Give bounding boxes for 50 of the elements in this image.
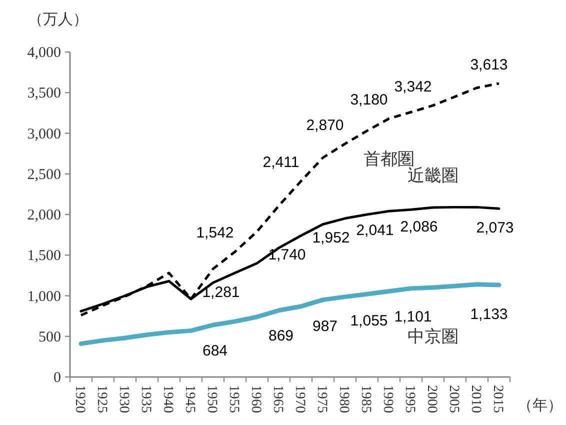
x-tick-label: 1980 (336, 385, 351, 413)
x-tick-label: 2010 (468, 385, 483, 413)
series-label: 近畿圏 (408, 166, 458, 185)
data-label: 1,133 (470, 306, 508, 323)
text: 中京圏 (408, 326, 458, 346)
x-tick-label: 1950 (204, 385, 219, 413)
y-tick-label: 0 (54, 370, 61, 386)
data-label: 2,086 (400, 218, 438, 236)
data-label: 2,073 (476, 220, 514, 237)
data-label: 2,411 (262, 154, 300, 172)
x-tick-label: 1955 (226, 385, 241, 413)
x-tick-label: 1940 (160, 385, 175, 413)
x-tick-label: 1945 (182, 385, 197, 413)
data-label: 1,055 (350, 312, 388, 330)
x-tick-label: 2015 (490, 385, 505, 413)
x-tick-label: 1930 (116, 385, 131, 413)
x-axis-title: （年） (518, 397, 562, 414)
x-tick-label: 1920 (72, 385, 87, 413)
x-tick-label: 1995 (402, 385, 417, 413)
y-tick-label: 1,000 (27, 288, 61, 305)
x-tick-label: 1925 (94, 385, 109, 413)
y-tick-label: 3,000 (27, 126, 61, 142)
data-label: 1,952 (312, 229, 350, 246)
y-tick-label: 3,500 (27, 86, 61, 102)
x-tick-label: 1965 (270, 385, 285, 413)
data-label: 3,613 (470, 56, 508, 74)
data-label: 2,870 (306, 116, 344, 134)
y-tick-label: 2,500 (27, 166, 61, 183)
data-label: 869 (268, 327, 294, 344)
data-label: 3,180 (350, 92, 388, 109)
y-tick-label: 4,000 (27, 45, 61, 61)
x-tick-label: 1935 (138, 385, 153, 413)
y-tick-label: 500 (38, 329, 61, 346)
data-label: 1,542 (196, 224, 234, 242)
y-tick-label: 1,500 (27, 248, 61, 264)
data-label: 987 (312, 318, 338, 335)
x-tick-label: 2000 (424, 385, 439, 413)
data-label: 1,740 (268, 246, 306, 264)
x-tick-label: 1985 (358, 385, 373, 413)
data-label: 2,041 (356, 222, 394, 240)
x-tick-label: 1960 (248, 385, 263, 413)
data-label: 684 (202, 342, 228, 360)
data-label: 1,101 (394, 308, 432, 326)
x-tick-label: 1975 (314, 385, 329, 413)
x-tick-label: 1970 (292, 385, 307, 413)
y-axis-title: （万人） (28, 12, 88, 28)
x-tick-label: 2005 (446, 385, 461, 413)
data-label: 3,342 (394, 78, 432, 96)
y-tick-label: 2,000 (27, 208, 61, 224)
x-tick-label: 1990 (380, 385, 395, 413)
